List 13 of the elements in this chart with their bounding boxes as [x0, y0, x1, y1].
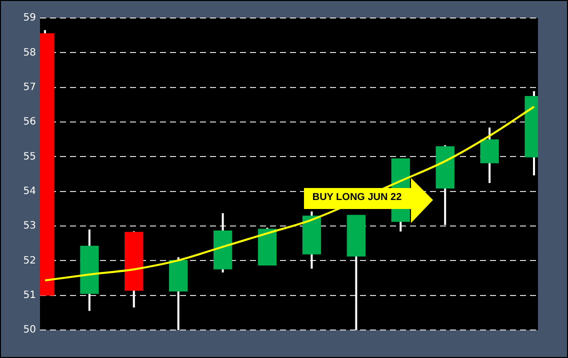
- y-tick-label: 58: [23, 47, 36, 58]
- annotation: BUY LONG JUN 22: [311, 192, 403, 203]
- y-tick-label: 53: [23, 220, 36, 232]
- y-tick-label: 54: [23, 186, 36, 197]
- y-tick-label: 56: [23, 116, 36, 128]
- y-tick-label: 59: [23, 12, 36, 24]
- y-tick-label: 57: [23, 82, 36, 93]
- candlestick: [480, 126, 499, 184]
- y-tick-label: 52: [23, 255, 36, 266]
- y-tick-label: 50: [23, 324, 36, 336]
- y-tick-label: 51: [23, 290, 36, 301]
- y-tick-label: 55: [23, 151, 36, 162]
- line-series: [44, 106, 536, 282]
